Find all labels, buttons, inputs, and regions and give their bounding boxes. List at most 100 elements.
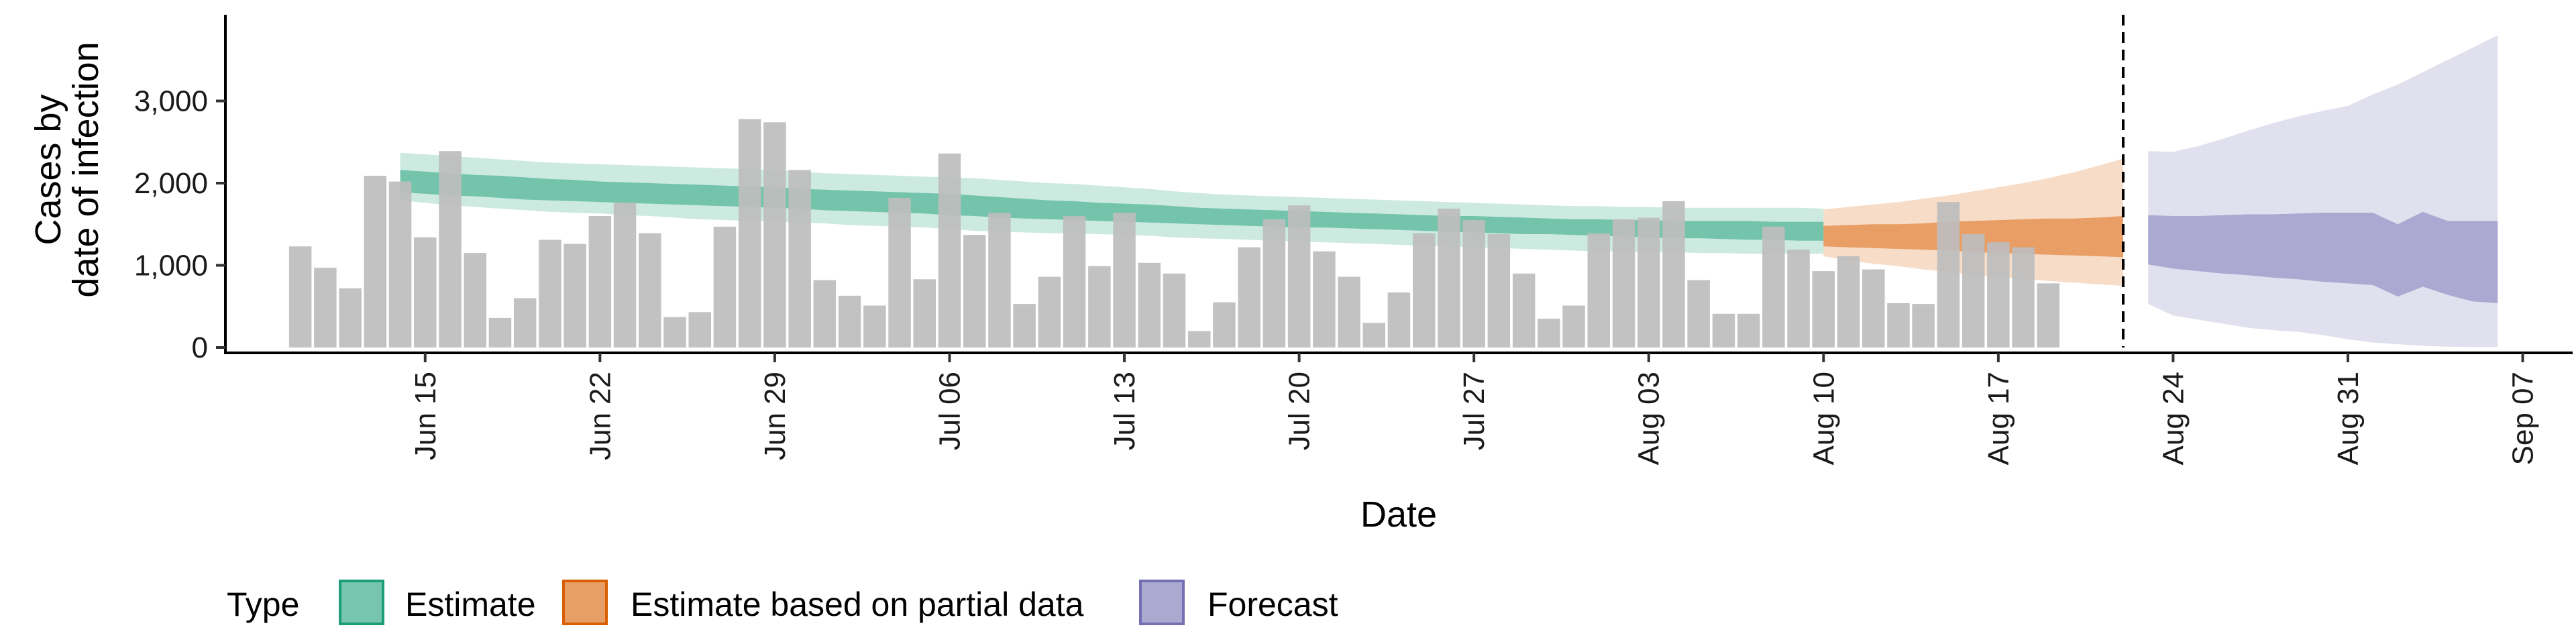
case-bar xyxy=(2012,247,2035,347)
case-bar xyxy=(1413,233,1436,347)
x-axis-title: Date xyxy=(1360,494,1437,535)
case-bar xyxy=(1163,273,1186,348)
case-bar xyxy=(1213,302,1236,347)
x-tick-label: Jul 27 xyxy=(1458,372,1491,450)
case-bar xyxy=(838,295,861,347)
case-bar xyxy=(1512,273,1536,348)
case-bar xyxy=(488,317,512,347)
x-tick-label: Jul 13 xyxy=(1108,372,1141,450)
case-bar xyxy=(938,153,961,347)
x-tick-label: Aug 10 xyxy=(1807,372,1840,465)
case-bar xyxy=(1812,271,1835,347)
case-bar xyxy=(339,288,362,347)
case-bar xyxy=(1387,292,1411,347)
case-bar xyxy=(1837,256,1860,347)
case-bar xyxy=(1338,276,1360,347)
case-bar xyxy=(1088,266,1111,347)
case-bar xyxy=(1313,251,1336,347)
bar-layer xyxy=(288,119,2060,348)
case-bar xyxy=(763,122,786,348)
x-tick-label: Aug 31 xyxy=(2332,372,2365,465)
case-bar xyxy=(564,244,586,347)
x-tick-label: Aug 03 xyxy=(1633,372,1666,465)
case-bar xyxy=(1238,247,1260,347)
x-tick-label: Jul 20 xyxy=(1283,372,1316,450)
case-bar xyxy=(963,235,986,347)
case-bar xyxy=(513,298,537,347)
case-bar xyxy=(1737,313,1760,347)
case-bar xyxy=(1487,234,1511,347)
case-bar xyxy=(1362,323,1385,348)
case-bar xyxy=(1638,217,1660,347)
x-tick-label: Aug 17 xyxy=(1982,372,2015,465)
case-bar xyxy=(738,119,761,347)
x-tick-label: Jul 06 xyxy=(934,372,967,450)
case-bar xyxy=(613,203,637,347)
y-axis-title-line-2: date of infection xyxy=(66,42,106,297)
case-bar xyxy=(1063,216,1086,347)
y-axis-title-line-1: Cases by xyxy=(28,94,68,245)
case-bar xyxy=(1962,234,1985,347)
case-bar xyxy=(1912,304,1935,347)
forecast-band-90 xyxy=(2148,35,2498,347)
x-tick-label: Jun 29 xyxy=(759,372,792,460)
legend: Type Estimate Estimate based on partial … xyxy=(227,580,1338,625)
forecast-band-50 xyxy=(2148,211,2498,303)
case-bar xyxy=(1662,201,1685,347)
case-bar xyxy=(388,181,412,347)
case-bar xyxy=(1887,303,1910,347)
case-bar xyxy=(1438,209,1460,347)
case-bar xyxy=(288,246,312,347)
case-bar xyxy=(1462,220,1485,347)
case-bar xyxy=(539,239,561,347)
y-tick-label: 0 xyxy=(192,331,208,364)
case-bar xyxy=(639,233,661,347)
case-bar xyxy=(813,280,837,347)
case-bar xyxy=(1138,262,1161,347)
case-bar xyxy=(439,151,462,347)
case-bar xyxy=(1013,304,1036,347)
legend-swatch-estimate xyxy=(339,580,384,625)
case-bar xyxy=(713,226,737,347)
case-bar xyxy=(1712,313,1735,347)
case-bar xyxy=(1862,269,1885,347)
y-tick-label: 3,000 xyxy=(134,85,208,118)
case-bar xyxy=(364,176,387,347)
case-bar xyxy=(414,237,437,347)
legend-swatch-partial-estimate xyxy=(562,580,608,625)
case-bar xyxy=(1587,233,1610,347)
case-bar xyxy=(888,198,911,347)
case-bar xyxy=(863,305,886,347)
case-bar xyxy=(663,317,686,347)
axes-layer: 0 1,000 2,000 3,000 Jun 15 Jun 22 Jun 29 Jul 06… xyxy=(134,15,2573,465)
legend-title: Type xyxy=(227,586,299,623)
case-bar xyxy=(314,268,337,347)
case-bar xyxy=(688,312,711,347)
case-bar xyxy=(1113,213,1136,347)
legend-label-forecast: Forecast xyxy=(1208,586,1338,623)
case-bar xyxy=(588,216,612,347)
y-tick-label: 1,000 xyxy=(134,250,208,282)
legend-swatch-forecast xyxy=(1139,580,1185,625)
case-bar xyxy=(2037,283,2060,347)
case-bar xyxy=(1263,219,1286,347)
case-bar xyxy=(1937,202,1960,347)
case-bar xyxy=(1687,280,1710,347)
case-bar xyxy=(1562,305,1585,347)
x-tick-label: Sep 07 xyxy=(2507,372,2540,465)
legend-label-estimate: Estimate xyxy=(405,586,536,623)
case-bar xyxy=(1038,276,1061,347)
case-bar xyxy=(913,279,936,347)
x-tick-label: Aug 24 xyxy=(2157,372,2190,465)
y-tick-label: 2,000 xyxy=(134,167,208,200)
case-bar xyxy=(988,213,1011,347)
case-bar xyxy=(1987,242,2010,347)
case-bar xyxy=(1612,219,1635,347)
case-bar xyxy=(788,170,811,347)
case-bar xyxy=(1762,226,1785,347)
case-bar xyxy=(1787,250,1810,347)
case-bar xyxy=(464,253,486,347)
legend-label-partial-estimate: Estimate based on partial data xyxy=(631,586,1084,623)
case-bar xyxy=(1188,331,1211,347)
